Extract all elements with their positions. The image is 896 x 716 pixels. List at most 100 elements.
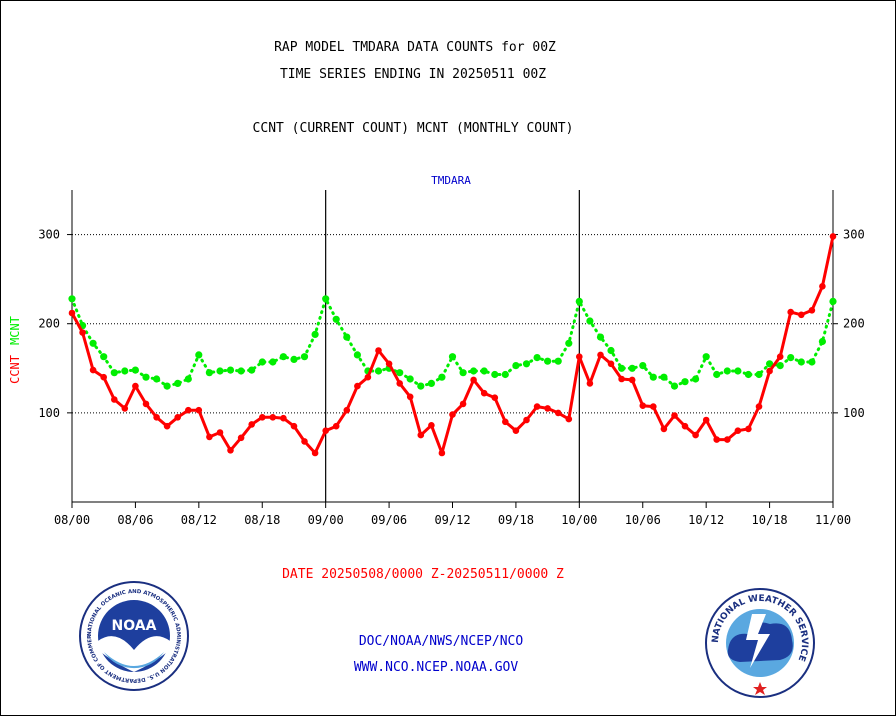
data-point-ccnt (523, 416, 530, 424)
data-point-mcnt (216, 367, 224, 375)
data-point-ccnt (819, 283, 826, 290)
data-point-mcnt (226, 366, 235, 374)
data-point-ccnt (354, 382, 361, 390)
x-tick-label: 10/18 (752, 513, 788, 527)
data-point-ccnt (227, 447, 234, 454)
data-point-mcnt (100, 353, 108, 361)
title-line3: CCNT (CURRENT COUNT) MCNT (MONTHLY COUNT… (253, 121, 574, 136)
data-point-mcnt (406, 375, 414, 383)
nws-logo: NATIONAL WEATHER SERVICE (705, 588, 815, 698)
data-point-mcnt (353, 351, 361, 359)
data-point-mcnt (607, 346, 615, 355)
noaa-logo-text: NOAA (112, 618, 157, 634)
data-point-mcnt (829, 297, 837, 305)
data-point-ccnt (565, 415, 573, 423)
series-line-ccnt (70, 236, 835, 455)
x-tick-label: 10/12 (688, 513, 724, 527)
data-point-ccnt (142, 400, 150, 408)
data-point-ccnt (301, 438, 308, 445)
data-point-ccnt (343, 406, 351, 414)
data-point-mcnt (121, 367, 129, 375)
data-point-mcnt (818, 337, 827, 346)
data-point-ccnt (628, 376, 636, 384)
data-point-ccnt (290, 422, 298, 430)
y-tick-label-right: 200 (843, 317, 865, 331)
data-point-mcnt (755, 370, 763, 379)
data-point-mcnt (438, 373, 446, 381)
data-point-ccnt (745, 425, 752, 433)
data-point-mcnt (533, 354, 541, 362)
data-point-mcnt (586, 317, 594, 325)
data-point-ccnt (396, 380, 404, 387)
data-point-ccnt (755, 403, 763, 410)
data-point-mcnt (131, 366, 139, 374)
data-point-ccnt (512, 427, 520, 435)
y-tick-label-left: 200 (38, 317, 60, 331)
data-point-ccnt (163, 422, 171, 430)
data-point-mcnt (734, 367, 742, 375)
data-point-ccnt (406, 393, 414, 401)
data-point-mcnt (153, 375, 161, 383)
data-point-ccnt (776, 353, 784, 361)
link-doc-noaa[interactable]: DOC/NOAA/NWS/NCEP/NCO (359, 634, 524, 649)
data-point-mcnt (501, 370, 509, 379)
data-point-mcnt (396, 369, 404, 377)
series-layer (68, 233, 837, 457)
x-tick-label: 09/18 (498, 513, 534, 527)
data-point-mcnt (596, 333, 605, 341)
data-point-ccnt (174, 414, 181, 421)
data-point-mcnt (618, 364, 626, 372)
x-tick-label: 08/00 (54, 513, 90, 527)
data-point-mcnt (258, 358, 266, 366)
data-point-mcnt (797, 358, 805, 366)
y-tick-label-left: 100 (38, 406, 60, 420)
data-point-mcnt (713, 370, 721, 379)
chart-title: TMDARA (431, 174, 471, 187)
data-point-ccnt (248, 421, 255, 428)
y-axis-label: CCNT MCNT (8, 316, 22, 384)
title-line2: TIME SERIES ENDING IN 20250511 00Z (280, 67, 546, 82)
data-point-ccnt (216, 429, 224, 436)
data-point-mcnt (723, 367, 731, 375)
axis-layer (67, 190, 838, 508)
data-point-ccnt (280, 414, 287, 422)
x-tick-label: 11/00 (815, 513, 851, 527)
data-point-mcnt (681, 378, 689, 386)
data-point-ccnt (533, 403, 541, 410)
x-tick-label: 10/06 (625, 513, 661, 527)
data-point-mcnt (174, 379, 182, 387)
link-nco-website[interactable]: WWW.NCO.NCEP.NOAA.GOV (354, 660, 519, 675)
data-point-ccnt (798, 311, 805, 319)
data-point-ccnt (195, 406, 203, 414)
data-point-mcnt (565, 339, 573, 347)
data-point-ccnt (586, 380, 594, 387)
data-point-mcnt (311, 330, 319, 338)
x-tick-label: 09/12 (434, 513, 470, 527)
data-point-mcnt (544, 357, 552, 365)
data-point-mcnt (692, 375, 700, 383)
data-point-ccnt (153, 414, 160, 421)
data-point-mcnt (205, 369, 213, 377)
data-point-ccnt (121, 405, 129, 412)
data-point-mcnt (195, 351, 203, 359)
y-label-ccnt: CCNT (8, 355, 22, 384)
data-point-ccnt (311, 449, 319, 457)
data-point-mcnt (744, 370, 753, 379)
data-point-ccnt (79, 329, 86, 336)
data-point-ccnt (364, 373, 372, 381)
data-point-mcnt (448, 353, 457, 361)
data-point-ccnt (692, 431, 699, 439)
y-tick-label-left: 300 (38, 228, 60, 242)
data-point-ccnt (554, 409, 562, 417)
date-range: DATE 20250508/0000 Z-20250511/0000 Z (282, 567, 564, 582)
data-point-ccnt (132, 382, 139, 390)
data-point-ccnt (438, 449, 446, 457)
data-point-mcnt (670, 382, 679, 390)
data-point-mcnt (808, 358, 816, 366)
title-line1: RAP MODEL TMDARA DATA COUNTS for 00Z (274, 40, 556, 55)
data-point-mcnt (89, 339, 97, 347)
data-point-ccnt (385, 360, 393, 368)
data-point-mcnt (766, 360, 774, 368)
data-point-ccnt (734, 427, 742, 435)
data-point-ccnt (502, 418, 509, 426)
